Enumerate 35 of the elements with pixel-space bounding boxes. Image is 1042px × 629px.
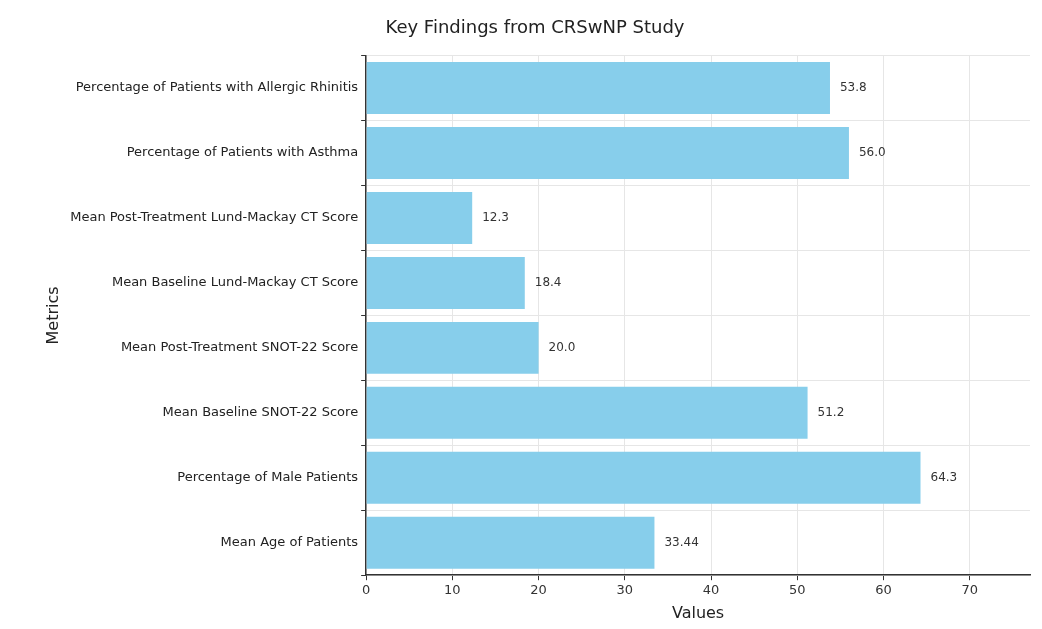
x-tick-label: 30 xyxy=(616,582,634,598)
data-label: 20.0 xyxy=(548,340,576,354)
x-tick-label: 60 xyxy=(875,582,892,598)
y-tick-label: Mean Baseline SNOT-22 Score xyxy=(162,404,359,420)
bar xyxy=(366,451,921,504)
y-tick-label: Percentage of Patients with Allergic Rhinitis xyxy=(75,79,359,95)
data-label: 12.3 xyxy=(482,210,509,225)
y-tick-label: Mean Baseline Lund-Mackay CT Score xyxy=(111,274,359,290)
chart-title: Key Findings from CRSwNP Study xyxy=(385,16,685,38)
x-tick-label: 10 xyxy=(444,582,461,598)
y-tick-label: Mean Post-Treatment SNOT-22 Score xyxy=(120,339,359,355)
y-tick-label: Percentage of Male Patients xyxy=(177,469,359,485)
y-axis-title: Metrics xyxy=(42,286,62,345)
bar xyxy=(366,516,655,569)
y-tick-label: Percentage of Patients with Asthma xyxy=(126,144,359,160)
bar xyxy=(366,62,830,115)
bar xyxy=(366,321,539,374)
data-label: 33.44 xyxy=(664,534,699,549)
bar xyxy=(366,192,473,244)
y-tick-label: Mean Age of Patients xyxy=(220,534,359,550)
x-tick-label: 0 xyxy=(362,582,371,598)
bar xyxy=(366,256,525,309)
data-label: 51.2 xyxy=(817,404,845,419)
x-axis-title: Values xyxy=(671,602,725,622)
data-label: 53.8 xyxy=(839,80,867,95)
x-tick-label: 50 xyxy=(788,582,806,598)
x-tick-label: 70 xyxy=(961,582,978,598)
bar xyxy=(366,386,808,439)
y-tick-label: Mean Post-Treatment Lund-Mackay CT Score xyxy=(70,209,359,225)
data-label: 64.3 xyxy=(930,469,958,484)
data-label: 18.4 xyxy=(534,275,562,290)
x-tick-label: 20 xyxy=(530,582,547,598)
data-label: 56.0 xyxy=(858,145,886,160)
bar xyxy=(366,127,849,180)
x-tick-label: 40 xyxy=(702,582,720,598)
